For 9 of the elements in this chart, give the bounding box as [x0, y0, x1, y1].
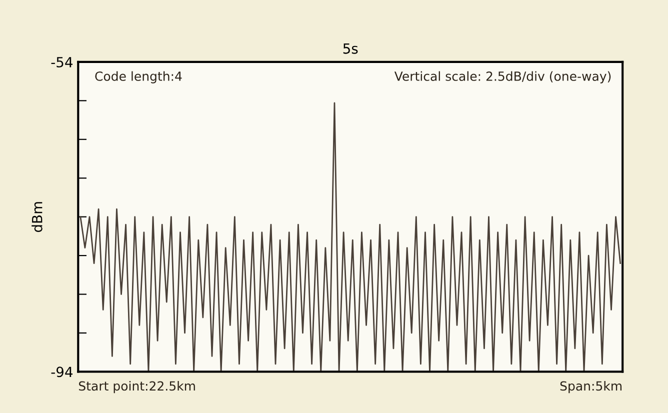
text: Start point:22.5km	[78, 380, 195, 394]
chart-title: 5s	[343, 43, 358, 54]
line-series	[80, 102, 622, 372]
y-tick-label: -54	[51, 57, 73, 68]
annotation: Vertical scale: 2.5dB/div (one-way)	[394, 71, 611, 84]
annotation: Code length:4	[95, 71, 182, 84]
y-tick-label: -94	[51, 366, 73, 378]
y-axis-title: dBm	[32, 202, 42, 232]
text: Span:5km	[560, 380, 622, 394]
